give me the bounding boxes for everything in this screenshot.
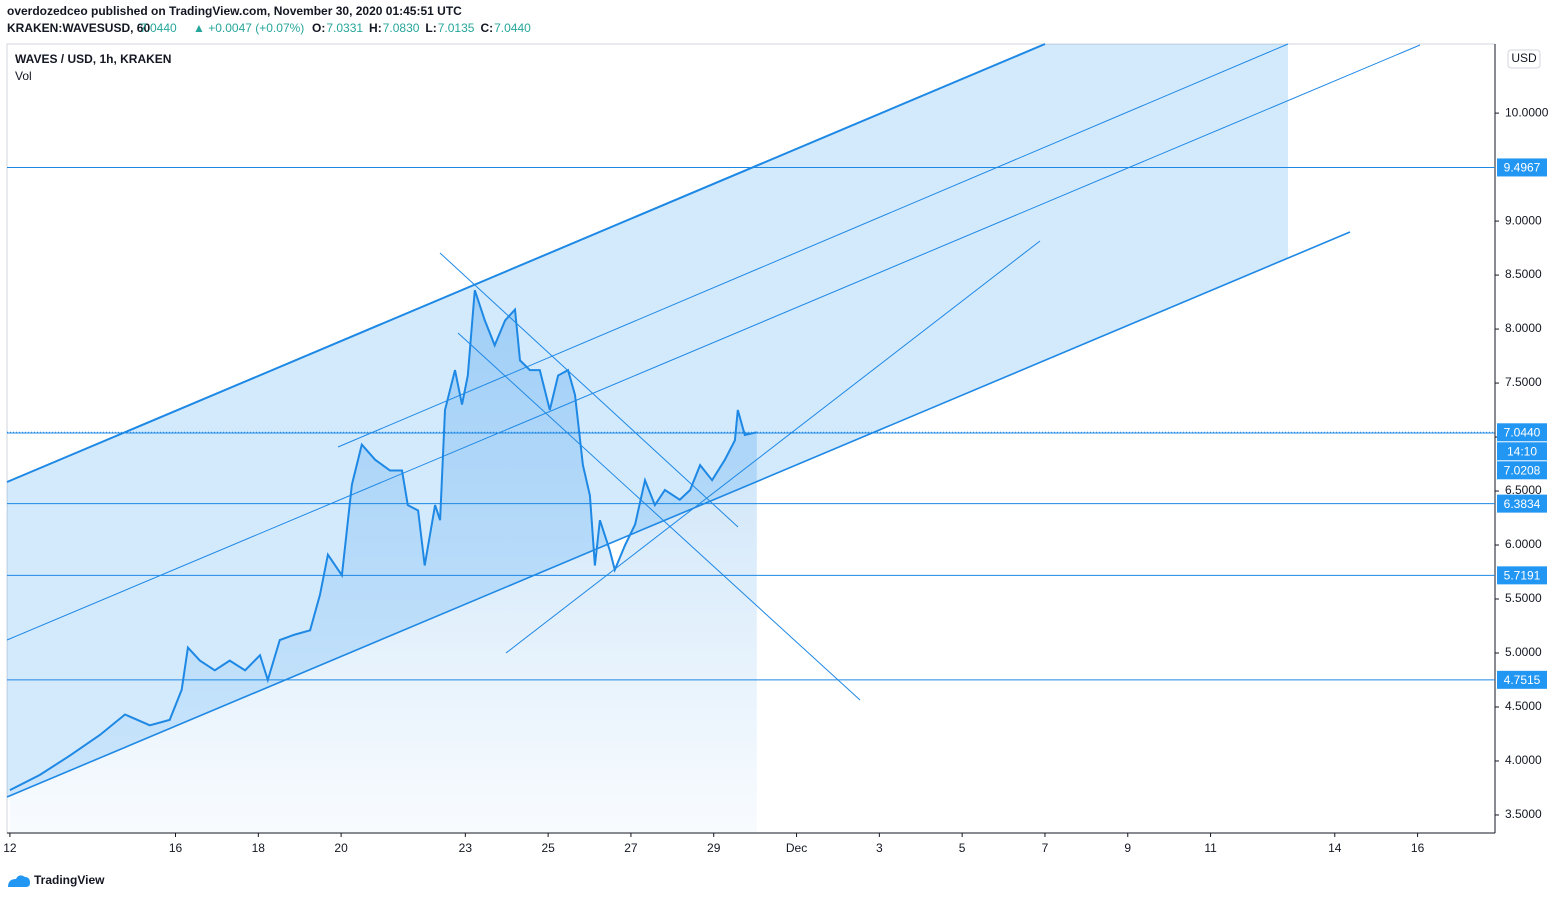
x-tick-label: 14 (1328, 841, 1342, 855)
y-tick-label: 8.0000 (1505, 321, 1542, 335)
x-tick-label: 16 (1411, 841, 1425, 855)
x-tick-label: 18 (252, 841, 266, 855)
x-tick-label: 12 (3, 841, 17, 855)
x-tick-label: 16 (169, 841, 183, 855)
publisher: overdozedceo published on TradingView.co… (7, 4, 462, 18)
price-label-box (1497, 442, 1547, 461)
price-label-box (1497, 566, 1547, 585)
x-tick-label: 9 (1124, 841, 1131, 855)
y-tick-label: 8.5000 (1505, 267, 1542, 281)
price-label: 14:10 (1507, 444, 1537, 458)
ohlc-label: L: (425, 21, 436, 35)
price-label-box (1497, 423, 1547, 442)
x-tick-label: 3 (876, 841, 883, 855)
price-label-box (1497, 158, 1547, 177)
legend-title: WAVES / USD, 1h, KRAKEN (15, 52, 171, 66)
x-tick-label: 29 (707, 841, 721, 855)
x-tick-label: 7 (1042, 841, 1049, 855)
currency-box[interactable] (1507, 49, 1541, 69)
price-label: 7.0208 (1504, 463, 1541, 477)
legend-indicator: Vol (15, 69, 32, 83)
x-tick-label: Dec (786, 841, 807, 855)
last-price: 7.0440 (140, 21, 177, 35)
price-label: 4.7515 (1504, 673, 1541, 687)
footer: TradingView (34, 873, 105, 887)
price-label-box (1497, 461, 1547, 480)
price-area (9, 290, 757, 833)
channel-mid (6, 44, 1421, 641)
ohlc-value: 7.0331 (326, 21, 363, 35)
price-label: 9.4967 (1504, 161, 1541, 175)
y-tick-label: 9.0000 (1505, 213, 1542, 227)
ohlc-value: 7.0135 (438, 21, 475, 35)
ohlc-label: O: (312, 21, 325, 35)
trend-line (439, 252, 739, 528)
y-tick-label: 4.5000 (1505, 699, 1542, 713)
ohlc-label: H: (369, 21, 382, 35)
logo (8, 875, 30, 887)
x-tick-label: 23 (459, 841, 473, 855)
symbol-row: KRAKEN:WAVESUSD, 60 7.0440 ▲ +0.0047 (+0… (7, 21, 531, 35)
price-label: 7.0440 (1504, 425, 1541, 439)
price-line (9, 289, 758, 791)
x-tick-label: 11 (1204, 841, 1217, 855)
y-tick-label: 5.5000 (1505, 591, 1542, 605)
x-tick-label: 27 (624, 841, 638, 855)
x-tick-label: 20 (334, 841, 348, 855)
price-label-box (1497, 494, 1547, 513)
price-label: 6.3834 (1504, 497, 1541, 511)
y-tick-label: 4.0000 (1505, 753, 1542, 767)
currency[interactable]: USD (1511, 51, 1537, 65)
ohlc-value: 7.0830 (383, 21, 420, 35)
ohlc-label: C: (480, 21, 493, 35)
y-tick-label: 7.5000 (1505, 375, 1542, 389)
ohlc-value: 7.0440 (494, 21, 531, 35)
channel-upper (6, 43, 1046, 483)
price-label: 5.7191 (1504, 569, 1541, 583)
x-tick-label: 25 (541, 841, 555, 855)
y-tick-label: 10.0000 (1505, 105, 1549, 119)
change: ▲ +0.0047 (+0.07%) (193, 21, 304, 35)
price-label-box (1497, 670, 1547, 689)
x-tick-label: 5 (959, 841, 966, 855)
y-tick-label: 6.0000 (1505, 537, 1542, 551)
symbol: KRAKEN:WAVESUSD, 60 (7, 21, 150, 35)
y-tick-label: 6.5000 (1505, 483, 1542, 497)
y-tick-label: 5.0000 (1505, 645, 1542, 659)
y-tick-label: 3.5000 (1505, 807, 1542, 821)
